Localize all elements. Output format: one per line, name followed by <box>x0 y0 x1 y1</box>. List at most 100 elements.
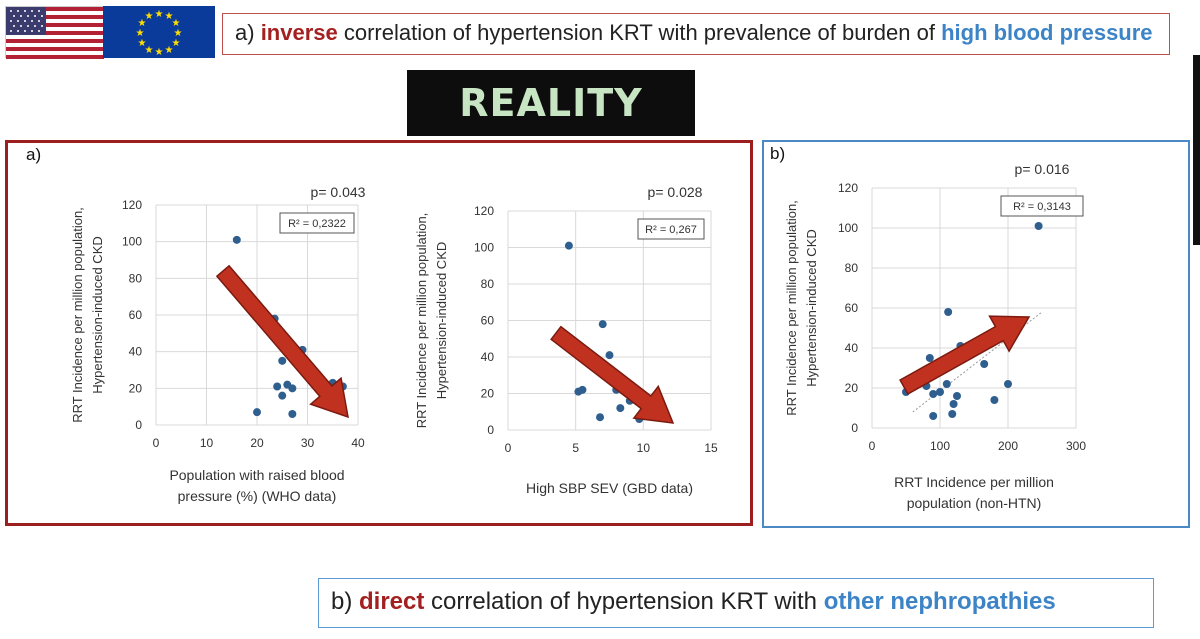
data-point <box>564 241 573 250</box>
data-point <box>949 400 958 408</box>
svg-text:★: ★ <box>138 18 147 29</box>
svg-text:★: ★ <box>145 45 154 56</box>
y-tick-label: 40 <box>481 350 495 364</box>
data-point <box>944 308 953 316</box>
x-tick-label: 200 <box>998 439 1018 453</box>
data-point <box>936 388 944 396</box>
data-point <box>953 392 961 400</box>
svg-text:★: ★ <box>138 38 147 49</box>
r2-label: R² = 0,267 <box>645 224 697 236</box>
y-tick-label: 100 <box>838 221 858 235</box>
svg-text:★: ★ <box>136 28 145 39</box>
data-point <box>948 410 957 418</box>
x-axis-label: population (non-HTN) <box>907 495 1042 511</box>
y-tick-label: 40 <box>845 341 859 355</box>
data-point <box>1004 380 1012 388</box>
x-tick-label: 100 <box>930 439 950 453</box>
caption-keyword-direct: direct <box>359 588 425 615</box>
p-value-label: p= 0.043 <box>311 184 366 200</box>
caption-prefix: a) <box>235 20 261 45</box>
eu-flag-icon: ★ ★ ★ ★ ★ ★ ★ ★ ★ ★ ★ ★ <box>103 6 215 58</box>
direct-correlation-caption: b) direct correlation of hypertension KR… <box>318 578 1154 628</box>
y-tick-label: 60 <box>481 314 495 328</box>
y-tick-label: 120 <box>838 181 858 195</box>
panel-b-label: b) <box>770 144 786 163</box>
r2-box <box>279 212 355 234</box>
svg-text:★: ★ <box>172 38 181 49</box>
data-point <box>929 390 938 398</box>
chart-gbd-sbp: 0 20 40 60 80 100 120 0 5 10 15 p= 0.028 R² = 0,267 R… <box>414 184 718 496</box>
y-tick-label: 60 <box>845 301 859 315</box>
inverse-correlation-caption: a) inverse correlation of hypertension K… <box>222 13 1170 55</box>
x-tick-label: 30 <box>301 436 315 450</box>
y-axis-label: RRT Incidence per million population, <box>70 207 85 423</box>
y-axis-label: Hypertension-induced CKD <box>434 242 449 400</box>
y-tick-label: 80 <box>845 261 859 275</box>
svg-text:★: ★ <box>165 45 174 56</box>
data-point <box>929 412 938 420</box>
x-tick-label: 10 <box>637 441 651 455</box>
svg-text:★: ★ <box>172 18 181 29</box>
svg-text:★: ★ <box>165 11 174 22</box>
panel-a: a) 0 20 40 60 80 100 120 0 10 20 30 40 p= 0.043 R² = … <box>5 140 753 526</box>
caption-middle: correlation of hypertension KRT with <box>424 588 824 615</box>
x-tick-label: 40 <box>351 436 365 450</box>
x-axis-label: pressure (%) (WHO data) <box>178 488 337 504</box>
data-point <box>288 384 297 393</box>
y-axis-label: Hypertension-induced CKD <box>90 236 105 394</box>
x-tick-label: 0 <box>153 436 160 450</box>
data-point <box>273 382 282 391</box>
reality-banner: REALITY <box>407 70 695 136</box>
data-point <box>288 410 297 418</box>
y-tick-label: 0 <box>487 423 494 437</box>
y-tick-label: 40 <box>129 345 143 359</box>
svg-text:★: ★ <box>174 28 183 39</box>
x-tick-label: 0 <box>505 441 512 455</box>
x-tick-label: 20 <box>250 436 264 450</box>
data-point <box>925 354 934 362</box>
p-value-label: p= 0.028 <box>648 184 703 200</box>
caption-middle: correlation of hypertension KRT with pre… <box>337 20 942 45</box>
y-axis-label: Hypertension-induced CKD <box>804 229 819 387</box>
panel-a-label: a) <box>26 145 42 164</box>
trend-arrow <box>550 325 675 424</box>
data-point <box>598 320 607 329</box>
x-tick-label: 300 <box>1066 439 1086 453</box>
p-value-label: p= 0.016 <box>1015 161 1070 177</box>
y-tick-label: 20 <box>845 381 859 395</box>
caption-keyword-inverse: inverse <box>260 20 338 45</box>
data-point <box>232 235 241 244</box>
data-point <box>980 360 989 368</box>
data-point <box>605 351 614 360</box>
caption-highlight-other-nephropathies: other nephropathies <box>823 588 1056 615</box>
y-tick-label: 100 <box>474 241 494 255</box>
y-tick-label: 120 <box>122 198 142 212</box>
us-flag-icon <box>5 6 104 59</box>
y-tick-label: 80 <box>129 271 143 285</box>
edge-strip <box>1193 55 1200 245</box>
data-point <box>278 356 287 365</box>
caption-prefix: b) <box>331 588 360 615</box>
y-tick-label: 60 <box>129 308 143 322</box>
data-point <box>942 380 951 388</box>
data-point <box>278 391 287 400</box>
r2-box <box>1000 195 1084 217</box>
data-point <box>578 385 587 394</box>
svg-text:★: ★ <box>155 47 164 58</box>
y-tick-label: 80 <box>481 277 495 291</box>
svg-text:★: ★ <box>155 9 164 20</box>
data-point <box>990 396 999 404</box>
y-tick-label: 0 <box>135 418 142 432</box>
trend-arrow <box>899 315 1031 396</box>
x-tick-label: 0 <box>869 439 876 453</box>
x-axis-label: RRT Incidence per million <box>894 474 1054 490</box>
trend-arrow <box>215 264 349 419</box>
chart-who-raised-bp: 0 20 40 60 80 100 120 0 10 20 30 40 p= 0.043 R² = 0,2… <box>70 184 366 504</box>
y-tick-label: 0 <box>851 421 858 435</box>
data-point <box>1034 222 1043 230</box>
x-axis-label: High SBP SEV (GBD data) <box>526 480 693 496</box>
caption-highlight-high-blood-pressure: high blood pressure <box>941 20 1153 45</box>
x-axis-label: Population with raised blood <box>169 467 344 483</box>
chart-non-htn: 0 20 40 60 80 100 120 0 100 200 300 p= 0.016 R² = 0,… <box>784 161 1086 511</box>
y-axis-label: RRT Incidence per million population, <box>414 213 429 429</box>
